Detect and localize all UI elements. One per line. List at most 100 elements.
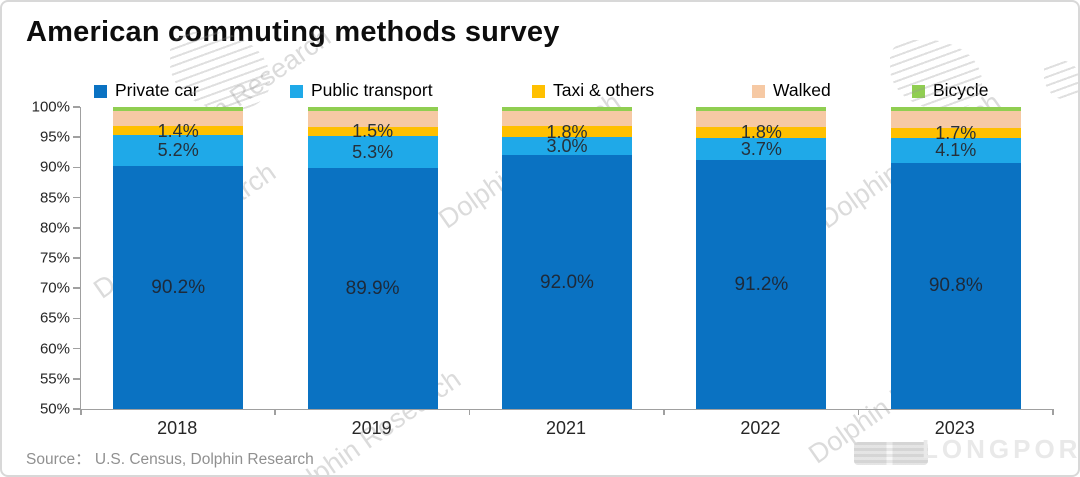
legend-item-label: Private car (115, 80, 199, 100)
bar-segment-bicycle (113, 107, 244, 111)
y-axis-tick (73, 106, 80, 108)
bar-segment-taxi-others: 1.4% (113, 122, 244, 140)
y-axis-tick (73, 166, 80, 169)
bar-segment-walked (307, 110, 438, 127)
source-note: Source： U.S. Census, Dolphin Research (26, 451, 314, 468)
stacked-bar-2023: 1.7% 4.1% 90.8% (890, 107, 1021, 409)
legend-swatch-icon (94, 85, 107, 98)
x-axis-tick (80, 409, 82, 415)
y-axis-tick (73, 347, 80, 350)
x-axis-tick-label: 2018 (157, 418, 198, 438)
bar-segment-private-car: 91.2% (696, 160, 827, 409)
data-label: 90.8% (928, 275, 983, 297)
stacked-bar-2022: 1.8% 3.7% 91.2% (696, 107, 827, 409)
bar-segment-taxi-others: 1.8% (696, 123, 827, 141)
data-label: 5.2% (157, 140, 199, 161)
y-axis-tick (73, 287, 80, 289)
x-axis-tick (274, 409, 276, 415)
y-axis-tick (73, 317, 80, 320)
legend-item-public-transport: Public transport (290, 80, 433, 101)
bar-segment-bicycle (696, 107, 827, 111)
bar-segment-public-transport: 3.0% (501, 136, 632, 157)
x-axis-tick-label: 2023 (934, 418, 975, 438)
bar-segment-private-car: 90.2% (113, 166, 244, 409)
y-axis-tick (73, 227, 80, 229)
stacked-bar-2019: 1.5% 5.3% 89.9% (307, 107, 438, 409)
data-label: 1.4% (157, 120, 199, 141)
x-axis-tick-label: 2021 (545, 418, 587, 438)
y-axis-tick-label: 85% (39, 189, 70, 207)
legend-item-label: Public transport (311, 80, 433, 100)
bar-segment-taxi-others: 1.5% (307, 122, 438, 140)
data-label: 3.7% (740, 138, 782, 159)
bar-segment-public-transport: 4.1% (890, 137, 1021, 163)
stacked-bar-2021: 1.8% 3.0% 92.0% (501, 107, 632, 409)
x-axis-tick-label: 2022 (740, 418, 781, 438)
y-axis-tick-label: 90% (39, 158, 70, 176)
y-axis-tick-label: 100% (31, 98, 70, 116)
bar-slot-2023: 1.7% 4.1% 90.8% (859, 107, 1053, 409)
x-axis-tick (468, 409, 471, 415)
y-axis-tick (73, 196, 80, 199)
dolphin-logo-watermark (1044, 60, 1078, 100)
legend-item-label: Bicycle (933, 80, 989, 100)
legend-swatch-icon (290, 85, 303, 98)
bar-segment-bicycle (890, 107, 1021, 111)
bar-segment-walked (696, 110, 827, 127)
data-label: 92.0% (540, 271, 594, 293)
x-axis-tick (1052, 409, 1054, 415)
bar-segment-walked (501, 110, 632, 127)
bar-segment-public-transport: 3.7% (696, 137, 827, 161)
legend-swatch-icon (752, 85, 765, 98)
y-axis-tick (73, 257, 80, 259)
data-label: 1.5% (352, 121, 394, 142)
y-axis-tick (73, 136, 80, 138)
bar-segment-private-car: 89.9% (307, 167, 438, 409)
bar-segment-bicycle (501, 107, 632, 111)
longport-logo-icon (854, 442, 928, 465)
data-label: 90.2% (151, 277, 206, 299)
bar-segment-private-car: 92.0% (501, 155, 632, 409)
bar-segment-walked (890, 110, 1021, 128)
bar-slot-2018: 1.4% 5.2% 90.2% (81, 107, 275, 409)
y-axis-tick-label: 65% (39, 309, 70, 327)
data-label: 4.1% (935, 140, 977, 161)
data-label: 91.2% (734, 274, 789, 296)
bar-segment-taxi-others: 1.7% (890, 124, 1021, 142)
bar-segment-public-transport: 5.3% (307, 135, 438, 168)
legend-swatch-icon (912, 85, 925, 98)
page-title: American commuting methods survey (26, 16, 560, 48)
data-label: 1.8% (740, 122, 782, 143)
legend-item-label: Taxi & others (553, 80, 655, 100)
bar-segment-walked (113, 110, 244, 127)
x-axis-tick-label: 2019 (351, 418, 392, 438)
bar-segment-private-car: 90.8% (890, 162, 1021, 409)
legend-item-bicycle: Bicycle (912, 80, 988, 101)
legend-item-private-car: Private car (94, 80, 199, 101)
bar-slot-2022: 1.8% 3.7% 91.2% (664, 107, 858, 409)
y-axis-tick-label: 50% (39, 400, 70, 418)
bar-slot-2021: 1.8% 3.0% 92.0% (470, 107, 664, 409)
x-axis-tick (663, 409, 665, 415)
data-label: 89.9% (345, 277, 400, 299)
bar-segment-public-transport: 5.2% (113, 134, 244, 167)
data-label: 5.3% (352, 141, 394, 162)
data-label: 3.0% (546, 136, 588, 157)
data-label: 1.8% (546, 121, 588, 142)
stacked-bar-2018: 1.4% 5.2% 90.2% (113, 107, 244, 409)
y-axis-tick-label: 80% (39, 219, 70, 237)
bar-segment-bicycle (307, 107, 438, 111)
y-axis-tick-label: 60% (39, 340, 70, 358)
bar-slot-2019: 1.5% 5.3% 89.9% (275, 107, 469, 409)
x-axis-tick (857, 409, 860, 415)
legend-item-walked: Walked (752, 80, 831, 101)
legend-item-label: Walked (773, 80, 831, 100)
legend-item-taxi-others: Taxi & others (532, 80, 654, 101)
y-axis-tick (73, 408, 80, 410)
y-axis-tick-label: 75% (39, 249, 70, 267)
legend-swatch-icon (532, 85, 545, 98)
y-axis-tick-label: 70% (39, 279, 70, 297)
y-axis-tick-label: 55% (39, 370, 70, 388)
y-axis-tick (73, 378, 80, 380)
